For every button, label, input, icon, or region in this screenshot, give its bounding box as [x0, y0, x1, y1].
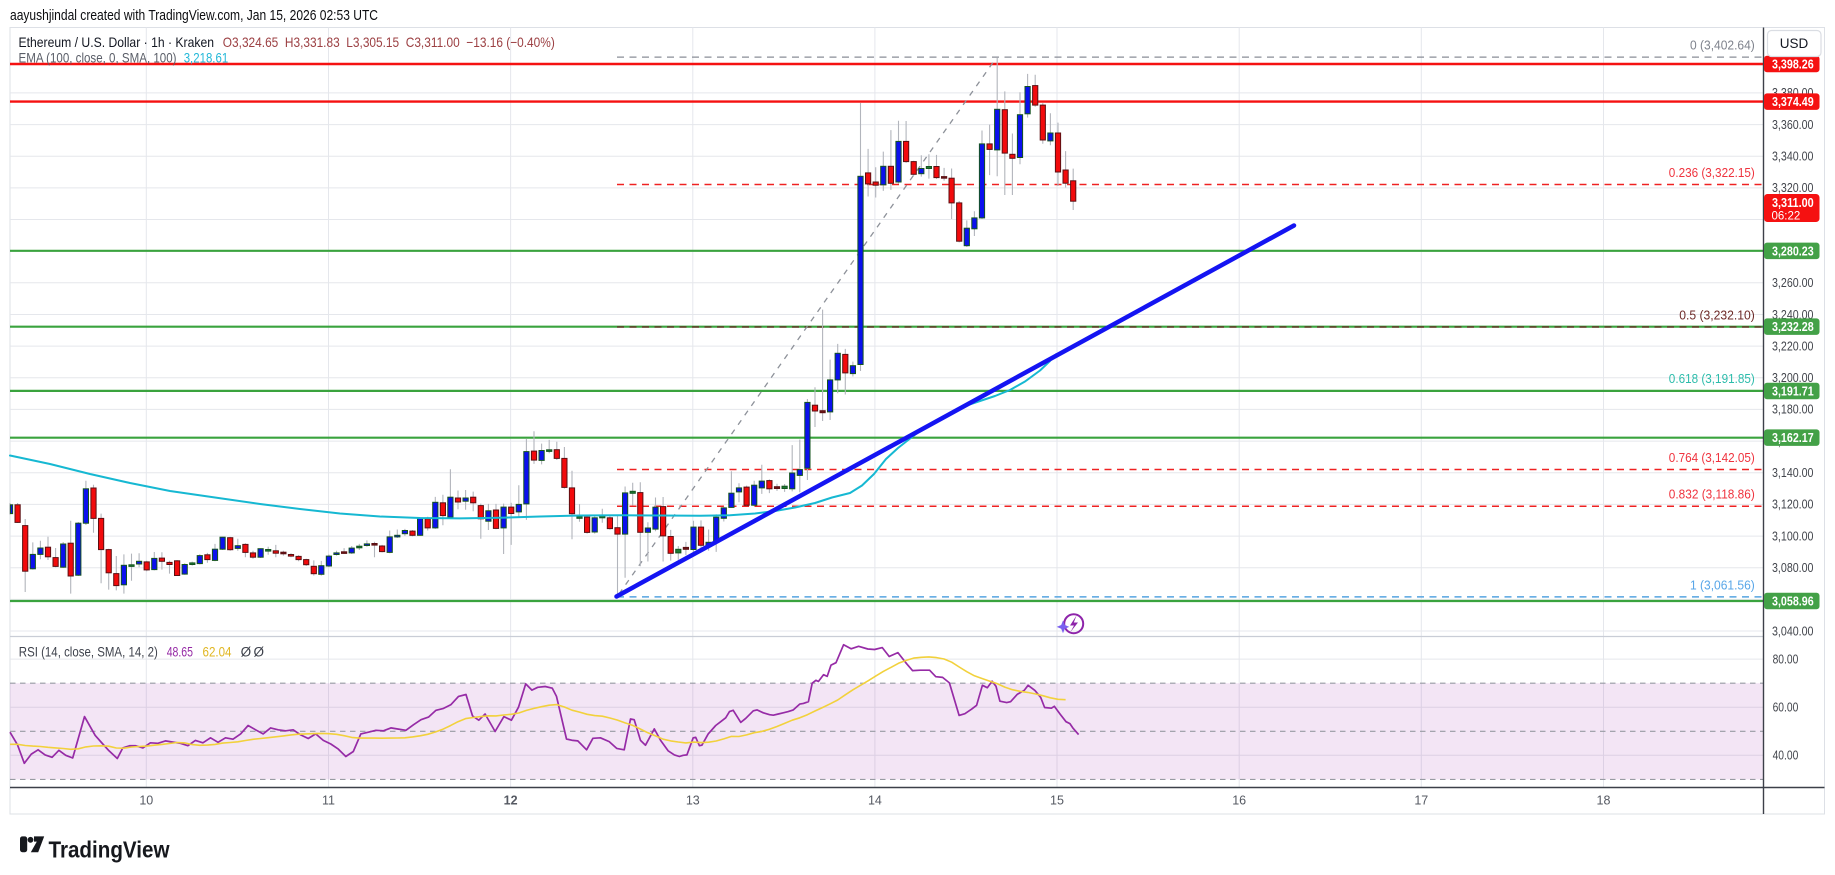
- svg-text:3,240.00: 3,240.00: [1772, 308, 1814, 322]
- svg-text:3,218.61: 3,218.61: [184, 50, 229, 66]
- svg-text:11: 11: [322, 794, 335, 808]
- svg-text:3,260.00: 3,260.00: [1772, 276, 1814, 290]
- svg-text:1 (3,061.56): 1 (3,061.56): [1690, 577, 1755, 592]
- svg-text:TradingView: TradingView: [49, 837, 170, 863]
- svg-text:0 (3,402.64): 0 (3,402.64): [1690, 38, 1755, 53]
- svg-text:12: 12: [504, 794, 518, 808]
- svg-text:Ø: Ø: [254, 645, 265, 660]
- svg-text:16: 16: [1232, 794, 1246, 808]
- svg-text:3,162.17: 3,162.17: [1772, 430, 1814, 445]
- svg-text:3,058.96: 3,058.96: [1772, 594, 1814, 609]
- svg-text:80.00: 80.00: [1773, 652, 1799, 666]
- svg-text:USD: USD: [1780, 36, 1809, 51]
- svg-text:17: 17: [1414, 794, 1428, 808]
- svg-text:O3,324.65 H3,331.83 L3,305.1: O3,324.65 H3,331.83 L3,305.15 C3,311.00 …: [223, 34, 555, 50]
- svg-text:06:22: 06:22: [1772, 211, 1801, 223]
- svg-text:3,340.00: 3,340.00: [1772, 150, 1814, 164]
- svg-text:3,140.00: 3,140.00: [1772, 466, 1814, 480]
- svg-text:3,320.00: 3,320.00: [1772, 181, 1814, 195]
- svg-text:48.65: 48.65: [167, 645, 193, 660]
- svg-text:3,191.71: 3,191.71: [1772, 383, 1814, 398]
- svg-text:3,120.00: 3,120.00: [1772, 498, 1814, 512]
- svg-text:40.00: 40.00: [1773, 749, 1799, 763]
- svg-text:10: 10: [139, 794, 153, 808]
- svg-text:0.618 (3,191.85): 0.618 (3,191.85): [1669, 371, 1755, 386]
- svg-text:3,200.00: 3,200.00: [1772, 371, 1814, 385]
- svg-text:3,374.49: 3,374.49: [1772, 94, 1814, 109]
- svg-text:3,220.00: 3,220.00: [1772, 339, 1814, 353]
- svg-text:0.236 (3,322.15): 0.236 (3,322.15): [1669, 165, 1755, 180]
- svg-text:3,398.26: 3,398.26: [1772, 57, 1814, 72]
- svg-text:RSI (14, close, SMA, 14, 2): RSI (14, close, SMA, 14, 2): [19, 645, 158, 660]
- svg-text:3,080.00: 3,080.00: [1772, 561, 1814, 575]
- svg-text:15: 15: [1050, 794, 1064, 808]
- svg-text:Ethereum / U.S. Dollar · 1h ·: Ethereum / U.S. Dollar · 1h · Kraken: [19, 34, 215, 50]
- svg-text:18: 18: [1597, 794, 1611, 808]
- svg-text:3,232.28: 3,232.28: [1772, 319, 1814, 334]
- svg-text:3,180.00: 3,180.00: [1772, 403, 1814, 417]
- svg-text:62.04: 62.04: [203, 645, 232, 660]
- svg-text:aayushjindal created with Trad: aayushjindal created with TradingView.co…: [10, 8, 378, 24]
- svg-text:0.832 (3,118.86): 0.832 (3,118.86): [1669, 487, 1755, 502]
- svg-text:3,360.00: 3,360.00: [1772, 118, 1814, 132]
- svg-text:3,311.00: 3,311.00: [1772, 195, 1814, 210]
- svg-text:EMA (100, close, 0, SMA, 100): EMA (100, close, 0, SMA, 100): [19, 50, 177, 66]
- svg-text:3,100.00: 3,100.00: [1772, 529, 1814, 543]
- svg-text:3,040.00: 3,040.00: [1772, 624, 1814, 638]
- svg-text:3,280.23: 3,280.23: [1772, 243, 1814, 258]
- svg-text:0.5 (3,232.10): 0.5 (3,232.10): [1679, 308, 1755, 323]
- svg-text:60.00: 60.00: [1773, 701, 1799, 715]
- svg-text:14: 14: [868, 794, 882, 808]
- svg-text:0.764 (3,142.05): 0.764 (3,142.05): [1669, 450, 1755, 465]
- svg-text:13: 13: [686, 794, 700, 808]
- svg-text:Ø: Ø: [241, 645, 252, 660]
